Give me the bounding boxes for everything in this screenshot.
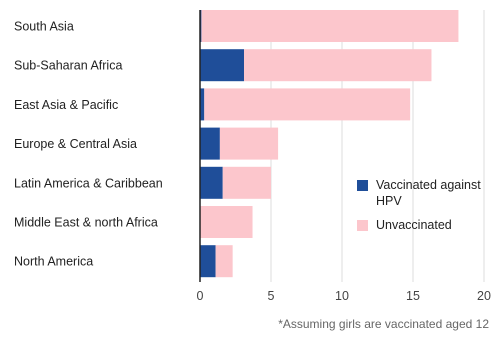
bar-unvaccinated-6 [215,245,233,278]
x-tick-label-15: 15 [406,289,420,303]
bar-vaccinated-4 [200,166,223,199]
bar-unvaccinated-1 [244,49,432,82]
legend-swatch-vaccinated [357,180,368,191]
x-tick-label-10: 10 [335,289,349,303]
bar-vaccinated-1 [200,49,245,82]
x-tick-label-20: 20 [477,289,491,303]
legend-label-unvaccinated: Unvaccinated [376,218,452,232]
bars [200,10,459,278]
legend-item-unvaccinated: Unvaccinated [357,217,486,233]
category-label-0: South Asia [14,20,74,34]
x-tick-label-5: 5 [268,289,275,303]
x-tick-labels: 0 5 10 15 20 [197,289,491,303]
bar-vaccinated-6 [200,245,216,278]
legend-item-vaccinated: Vaccinated against HPV [357,177,486,209]
bar-unvaccinated-3 [219,127,279,160]
category-label-2: East Asia & Pacific [14,98,118,112]
legend-swatch-unvaccinated [357,220,368,231]
footnote: *Assuming girls are vaccinated aged 12 [278,317,489,331]
legend-label-vaccinated: Vaccinated against HPV [376,178,481,208]
bar-unvaccinated-0 [201,10,459,42]
category-labels: South Asia Sub-Saharan Africa East Asia & … [14,20,163,269]
category-label-3: Europe & Central Asia [14,137,137,151]
x-tick-label-0: 0 [197,289,204,303]
bar-vaccinated-3 [200,127,220,160]
bar-unvaccinated-5 [200,206,253,238]
category-label-6: North America [14,255,93,269]
category-label-5: Middle East & north Africa [14,216,158,230]
bar-unvaccinated-4 [222,166,271,199]
category-label-4: Latin America & Caribbean [14,176,163,190]
category-label-1: Sub-Saharan Africa [14,59,122,73]
legend: Vaccinated against HPV Unvaccinated [357,177,486,241]
bar-unvaccinated-2 [204,88,411,121]
bar-vaccinated-2 [200,88,205,121]
